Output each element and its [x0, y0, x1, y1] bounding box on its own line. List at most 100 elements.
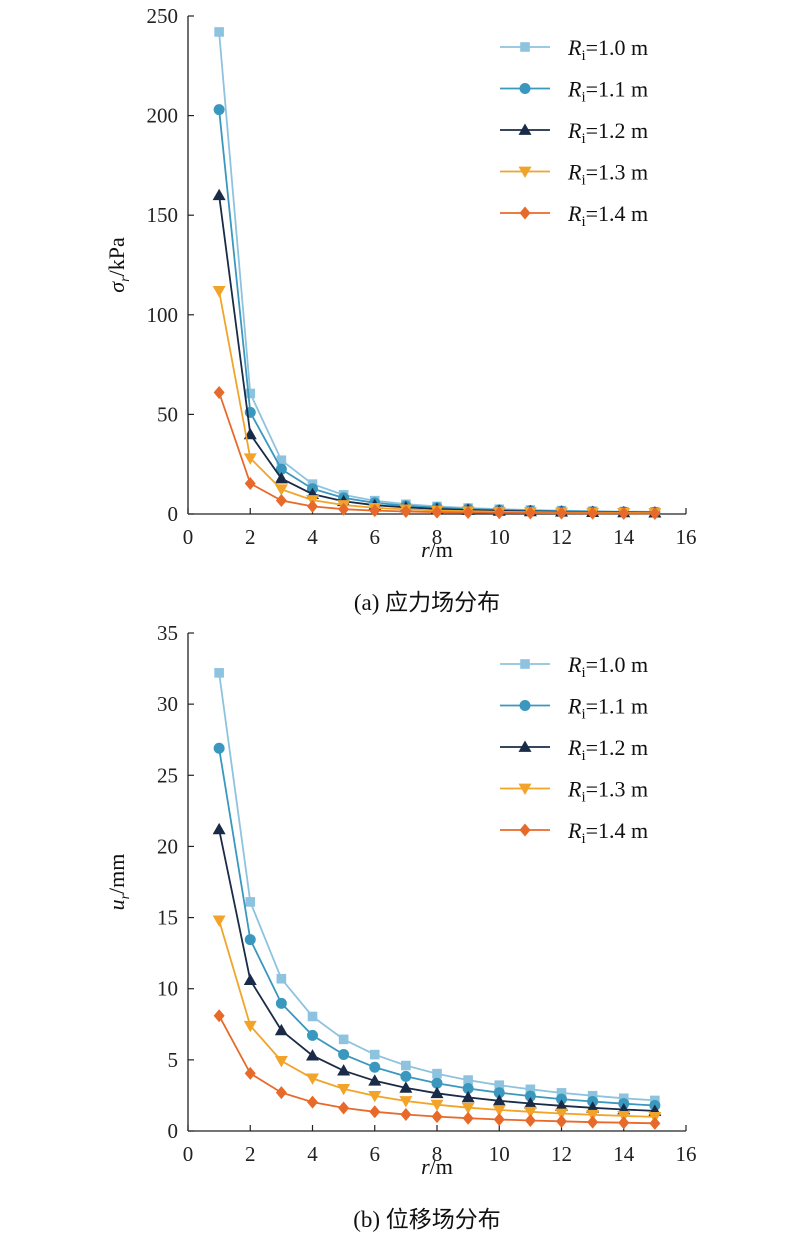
legend-var: R	[567, 735, 582, 760]
data-point	[431, 505, 443, 519]
x-axis-label-var: r	[421, 1154, 430, 1179]
data-point	[556, 506, 567, 520]
data-point	[432, 1068, 442, 1079]
data-point	[462, 1111, 474, 1125]
legend-marker	[520, 42, 530, 52]
y-tick-label: 200	[147, 104, 179, 128]
legend-eq: =	[586, 160, 598, 185]
legend-var: R	[567, 35, 582, 60]
data-point	[523, 1106, 537, 1119]
y-tick-label: 5	[168, 1048, 179, 1072]
series-4	[213, 1009, 661, 1130]
legend-label: Ri=1.4 m	[567, 201, 648, 230]
legend-value: 1.3 m	[598, 160, 648, 185]
y-tick-label: 150	[147, 203, 179, 227]
data-point	[524, 506, 536, 520]
data-point	[399, 1096, 413, 1108]
legend-var: R	[567, 160, 582, 185]
legend-sub: i	[581, 90, 585, 106]
data-point	[306, 1049, 319, 1061]
y-tick-label: 250	[147, 4, 179, 28]
x-tick-label: 10	[489, 525, 510, 549]
data-point	[274, 1055, 288, 1068]
series-0	[214, 668, 660, 1106]
x-tick-label: 12	[551, 525, 572, 549]
data-point	[213, 385, 225, 399]
data-point	[586, 1101, 600, 1113]
data-point	[369, 1049, 380, 1060]
legend-sub: i	[581, 48, 585, 64]
legend-item: Ri=1.3 m	[500, 160, 648, 189]
data-point	[493, 1112, 505, 1126]
data-point	[212, 822, 226, 835]
legend-value: 1.1 m	[598, 77, 648, 102]
series-3	[212, 286, 662, 520]
data-point	[338, 1048, 350, 1060]
data-point	[556, 1093, 567, 1105]
data-point	[276, 973, 287, 984]
data-point	[338, 1034, 349, 1045]
legend-eq: =	[586, 652, 598, 677]
legend-var: R	[567, 652, 582, 677]
y-axis-label: ur/mm	[104, 854, 133, 911]
data-point	[307, 1095, 318, 1109]
data-point	[368, 1090, 382, 1103]
legend-sub: i	[581, 214, 585, 230]
y-tick-label: 20	[157, 834, 178, 858]
data-point	[493, 506, 505, 520]
series-line	[218, 31, 655, 513]
legend-item: Ri=1.1 m	[500, 694, 648, 723]
legend-sub: i	[581, 790, 585, 806]
series-line	[218, 829, 655, 1112]
data-point	[431, 1077, 443, 1089]
y-tick-label: 35	[157, 621, 178, 645]
data-point	[307, 499, 318, 513]
legend-var: R	[567, 818, 582, 843]
legend-eq: =	[586, 201, 598, 226]
data-point	[369, 1105, 381, 1119]
legend-sub: i	[581, 748, 585, 764]
legend-sub: i	[581, 173, 585, 189]
data-point	[556, 1088, 567, 1098]
legend-label: Ri=1.2 m	[567, 118, 648, 147]
x-tick-label: 6	[370, 1142, 381, 1166]
x-tick-label: 0	[183, 525, 194, 549]
data-point	[587, 506, 599, 520]
x-tick-label: 2	[245, 1142, 256, 1166]
data-point	[556, 1114, 567, 1128]
data-point	[274, 484, 288, 496]
data-point	[245, 388, 256, 399]
data-point	[618, 1116, 630, 1130]
legend-item: Ri=1.1 m	[500, 77, 648, 106]
legend-eq: =	[586, 735, 598, 760]
legend-label: Ri=1.2 m	[567, 735, 648, 764]
data-point	[649, 1116, 661, 1130]
legend-label: Ri=1.3 m	[567, 777, 648, 806]
y-axis-label-unit: /kPa	[104, 237, 129, 276]
data-point	[212, 286, 226, 298]
x-axis-label: r/m	[421, 537, 453, 562]
x-tick-label: 16	[676, 525, 697, 549]
data-point	[274, 472, 288, 484]
legend-eq: =	[586, 35, 598, 60]
series-3	[212, 915, 662, 1124]
legend-marker	[519, 206, 531, 220]
legend-label: Ri=1.0 m	[567, 652, 648, 681]
series-2	[212, 822, 662, 1116]
data-point	[430, 1086, 444, 1099]
legend-sub: i	[581, 665, 585, 681]
y-tick-label: 100	[147, 303, 179, 327]
legend-item: Ri=1.4 m	[500, 818, 648, 847]
legend-eq: =	[586, 118, 598, 143]
legend-eq: =	[586, 77, 598, 102]
data-point	[399, 1081, 413, 1093]
legend-var: R	[567, 77, 582, 102]
panel-caption: (b) 位移场分布	[353, 1207, 501, 1232]
data-point	[461, 1090, 475, 1103]
data-point	[524, 1090, 536, 1102]
y-tick-label: 10	[157, 977, 178, 1001]
y-axis-label-var: σ	[104, 281, 129, 293]
x-tick-label: 14	[613, 525, 635, 549]
y-tick-label: 50	[157, 402, 178, 426]
